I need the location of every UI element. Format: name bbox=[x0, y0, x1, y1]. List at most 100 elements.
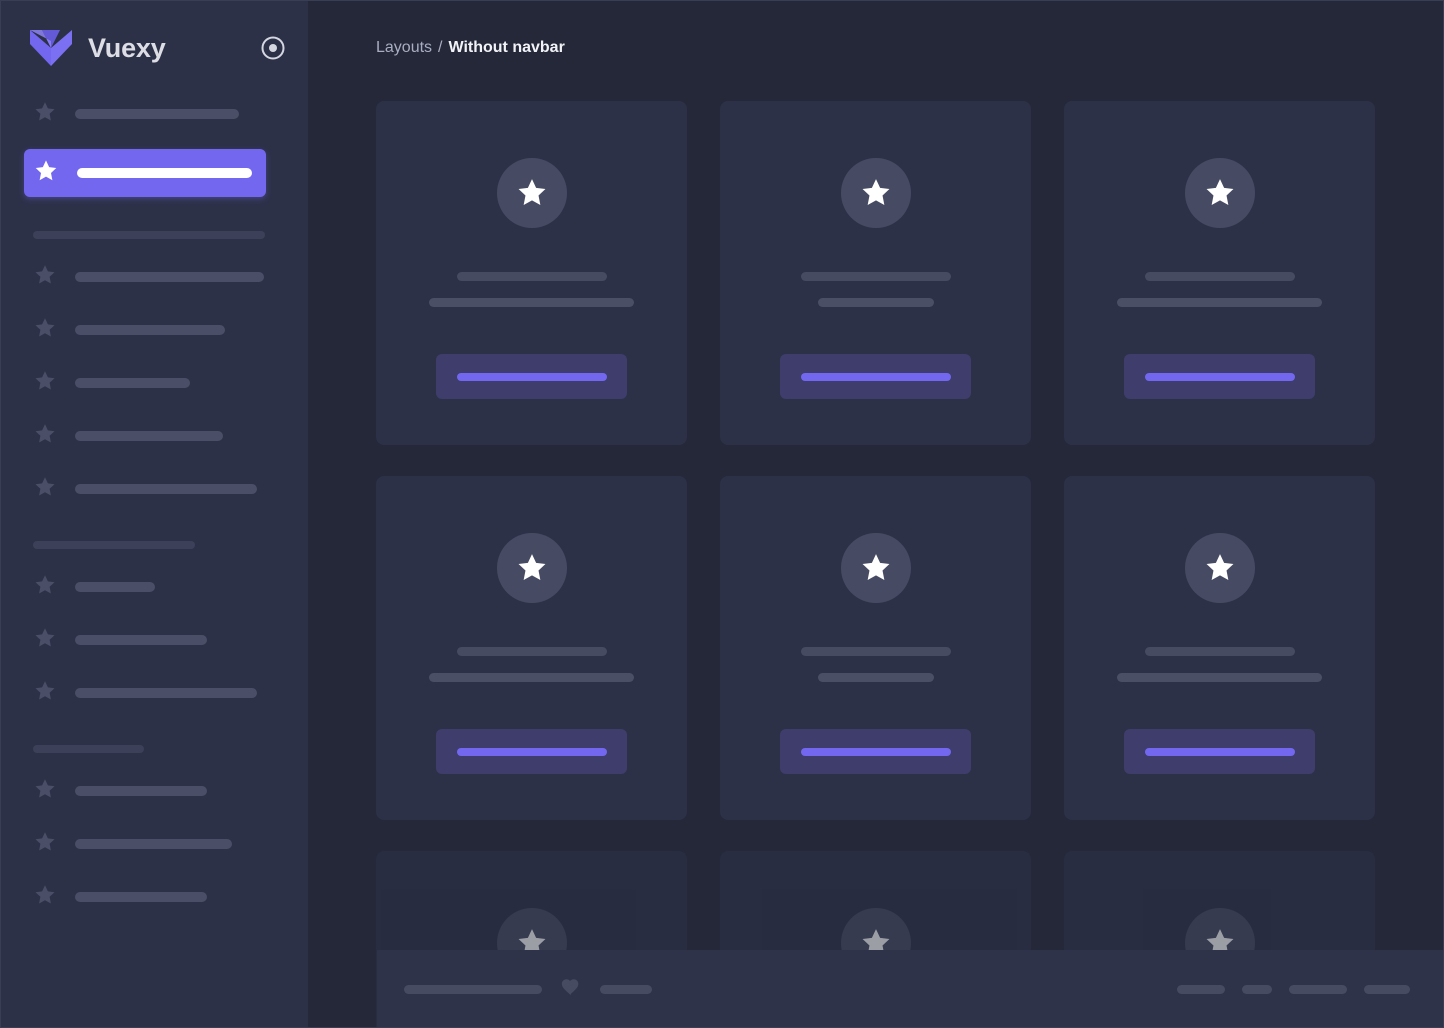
brand-name: Vuexy bbox=[88, 32, 166, 63]
sidebar-section-divider-2 bbox=[33, 541, 195, 549]
star-icon bbox=[518, 554, 545, 581]
sidebar-item-10[interactable] bbox=[33, 773, 266, 809]
sidebar-item-8[interactable] bbox=[33, 622, 266, 658]
footer-link-placeholder[interactable] bbox=[1364, 984, 1410, 994]
card-title-placeholder bbox=[1144, 272, 1295, 281]
content-card[interactable] bbox=[1064, 101, 1375, 445]
spacer bbox=[0, 549, 287, 569]
card-action-button[interactable] bbox=[436, 729, 627, 774]
breadcrumb-current: Without navbar bbox=[448, 39, 565, 56]
card-action-button[interactable] bbox=[780, 729, 971, 774]
star-icon bbox=[33, 422, 57, 451]
sidebar-section-divider-1 bbox=[33, 231, 265, 239]
card-subtitle-placeholder bbox=[817, 673, 934, 682]
star-icon bbox=[518, 929, 545, 956]
card-title-placeholder bbox=[456, 272, 607, 281]
card-title-placeholder bbox=[1144, 647, 1295, 656]
avatar bbox=[496, 533, 567, 603]
card-subtitle-placeholder bbox=[1117, 673, 1322, 682]
card-subtitle-placeholder bbox=[429, 673, 634, 682]
sidebar-item-label-placeholder bbox=[75, 325, 225, 335]
footer-link-placeholder[interactable] bbox=[1177, 984, 1225, 994]
sidebar-item-3[interactable] bbox=[33, 312, 266, 348]
avatar bbox=[496, 158, 567, 228]
content-card[interactable] bbox=[376, 476, 687, 820]
breadcrumb: Layouts / Without navbar bbox=[308, 0, 1444, 96]
card-button-label-placeholder bbox=[1144, 372, 1295, 381]
star-icon bbox=[33, 777, 57, 806]
sidebar-item-1-active[interactable] bbox=[24, 149, 266, 197]
sidebar: Vuexy bbox=[0, 0, 308, 1028]
sidebar-group-1 bbox=[0, 231, 287, 507]
content-card[interactable] bbox=[720, 101, 1031, 445]
card-action-button[interactable] bbox=[1124, 729, 1315, 774]
content-card[interactable] bbox=[376, 101, 687, 445]
card-text-placeholders bbox=[1064, 647, 1375, 682]
content-card[interactable] bbox=[720, 476, 1031, 820]
sidebar-item-label-placeholder bbox=[75, 786, 207, 796]
card-button-label-placeholder bbox=[1144, 747, 1295, 756]
footer-link-placeholder[interactable] bbox=[1289, 984, 1347, 994]
star-icon bbox=[862, 929, 889, 956]
sidebar-item-9[interactable] bbox=[33, 675, 266, 711]
brand[interactable]: Vuexy bbox=[30, 28, 260, 68]
card-text-placeholders bbox=[376, 272, 687, 307]
card-action-button[interactable] bbox=[780, 354, 971, 399]
avatar bbox=[1184, 158, 1255, 228]
sidebar-item-12[interactable] bbox=[33, 879, 266, 915]
star-icon bbox=[862, 554, 889, 581]
sidebar-item-label-placeholder bbox=[75, 109, 239, 119]
star-icon bbox=[33, 573, 57, 602]
footer-author-placeholder bbox=[600, 984, 652, 994]
content-card[interactable] bbox=[1064, 476, 1375, 820]
breadcrumb-parent[interactable]: Layouts bbox=[376, 39, 433, 56]
star-icon bbox=[33, 883, 57, 912]
sidebar-item-7[interactable] bbox=[33, 569, 266, 605]
footer bbox=[377, 950, 1444, 1028]
footer-link-placeholder[interactable] bbox=[1242, 984, 1272, 994]
sidebar-item-label-placeholder bbox=[75, 892, 207, 902]
avatar bbox=[840, 158, 911, 228]
card-title-placeholder bbox=[800, 647, 951, 656]
sidebar-item-11[interactable] bbox=[33, 826, 266, 862]
sidebar-item-label-placeholder bbox=[75, 582, 155, 592]
sidebar-group-2 bbox=[0, 541, 287, 711]
heart-icon bbox=[560, 976, 582, 1003]
sidebar-item-label-placeholder bbox=[75, 378, 190, 388]
sidebar-section-divider-3 bbox=[33, 745, 144, 753]
card-subtitle-placeholder bbox=[1117, 298, 1322, 307]
sidebar-item-4[interactable] bbox=[33, 365, 266, 401]
card-button-label-placeholder bbox=[456, 747, 607, 756]
sidebar-group-0 bbox=[0, 96, 287, 197]
sidebar-item-label-placeholder-active bbox=[77, 168, 252, 178]
sidebar-item-label-placeholder bbox=[75, 839, 232, 849]
sidebar-item-label-placeholder bbox=[75, 688, 257, 698]
card-text-placeholders bbox=[1064, 272, 1375, 307]
star-icon bbox=[33, 830, 57, 859]
sidebar-item-6[interactable] bbox=[33, 471, 266, 507]
main-content: Layouts / Without navbar bbox=[308, 0, 1444, 1028]
star-icon bbox=[33, 158, 59, 189]
sidebar-item-0[interactable] bbox=[33, 96, 266, 132]
spacer bbox=[0, 239, 287, 259]
sidebar-group-3 bbox=[0, 745, 287, 915]
sidebar-item-2[interactable] bbox=[33, 259, 266, 295]
circle-dot-toggle-icon[interactable] bbox=[260, 35, 286, 61]
card-text-placeholders bbox=[720, 272, 1031, 307]
sidebar-item-label-placeholder bbox=[75, 484, 257, 494]
card-action-button[interactable] bbox=[1124, 354, 1315, 399]
card-text-placeholders bbox=[376, 647, 687, 682]
vuexy-v-logo-icon bbox=[30, 28, 72, 68]
card-subtitle-placeholder bbox=[429, 298, 634, 307]
star-icon bbox=[33, 626, 57, 655]
card-grid bbox=[376, 101, 1444, 1028]
card-button-label-placeholder bbox=[800, 747, 951, 756]
avatar bbox=[1184, 533, 1255, 603]
card-action-button[interactable] bbox=[436, 354, 627, 399]
sidebar-item-5[interactable] bbox=[33, 418, 266, 454]
star-icon bbox=[33, 316, 57, 345]
card-button-label-placeholder bbox=[456, 372, 607, 381]
star-icon bbox=[33, 263, 57, 292]
star-icon bbox=[33, 100, 57, 129]
